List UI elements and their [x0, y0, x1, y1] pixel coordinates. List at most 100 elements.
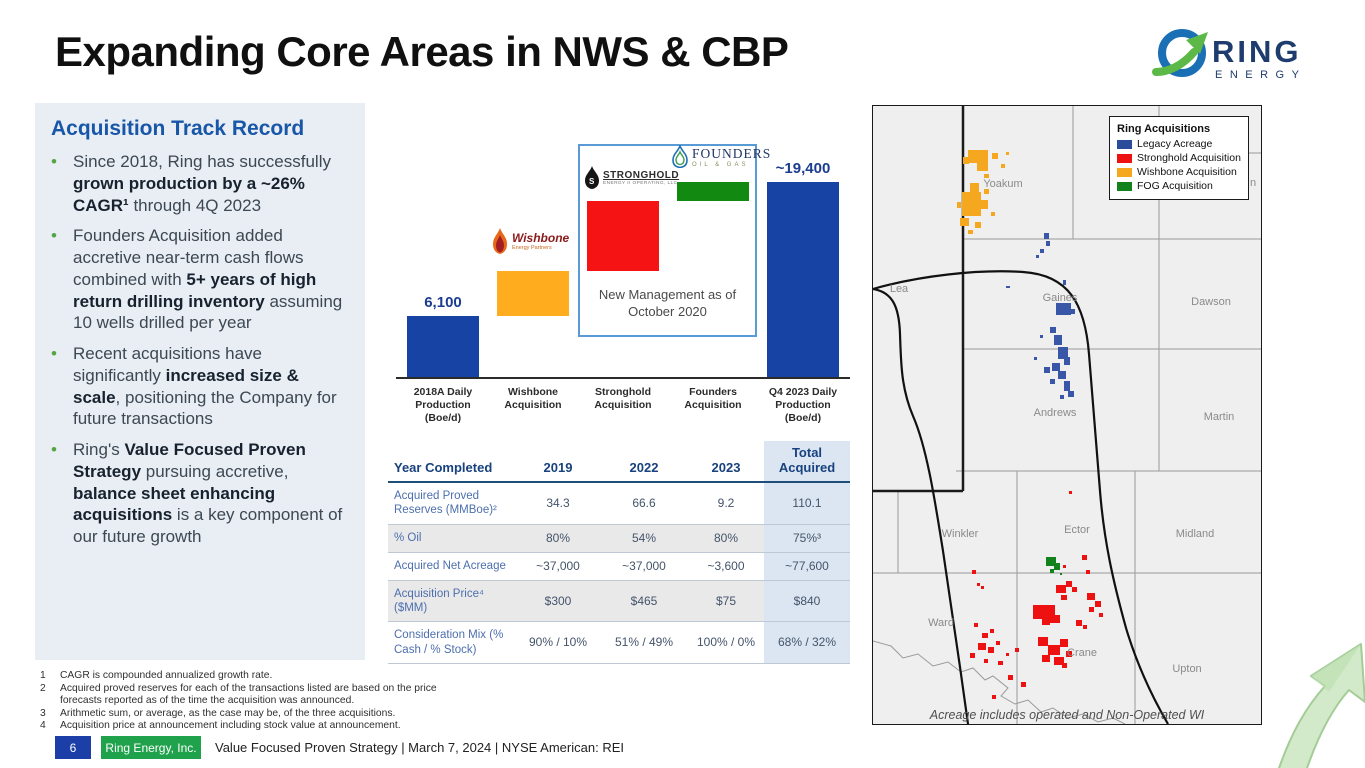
legend-item: Wishbone Acquisition: [1117, 166, 1241, 178]
footnote-text: Acquisition price at announcement includ…: [60, 720, 401, 732]
bullet-text: Recent acquisitions have significantly i…: [73, 344, 337, 429]
footnote-number: 1: [40, 670, 46, 681]
state-border: [873, 106, 965, 493]
table-header-cell: 2022: [600, 441, 688, 483]
chart-bar: [767, 182, 839, 377]
footnote: 3 Arithmetic sum, or average, as the case…: [40, 708, 450, 721]
founders-logo-sub: OIL & GAS: [692, 161, 749, 168]
table-cell: 110.1: [764, 481, 850, 525]
footer: 6 Ring Energy, Inc. Value Focused Proven…: [55, 736, 624, 759]
stronghold-logo-sub: ENERGY II OPERATING, LLC: [603, 180, 678, 186]
legend-title: Ring Acquisitions: [1117, 123, 1211, 135]
chart-x-axis: [396, 377, 850, 379]
bullet-item: • Ring's Value Focused Proven Strategy pu…: [51, 439, 349, 548]
legend-swatch: [1117, 181, 1132, 191]
chart-plot-area: [398, 182, 848, 377]
county-label: Upton: [1172, 663, 1202, 675]
footnote-number: 4: [40, 720, 46, 732]
legend-label: Wishbone Acquisition: [1137, 166, 1237, 178]
table-row-label: Acquisition Price⁴ ($MM): [388, 580, 516, 623]
new-management-text: New Management as of October 2020: [598, 287, 737, 320]
footnote: 4 Acquisition price at announcement inclu…: [40, 720, 450, 733]
county-label: n: [1249, 177, 1257, 189]
county-label: Ector: [1064, 524, 1090, 536]
page-title: Expanding Core Areas in NWS & CBP: [55, 28, 789, 75]
table-cell: ~37,000: [516, 552, 600, 581]
table-cell: 34.3: [516, 481, 600, 525]
map-legend: Ring Acquisitions Legacy Acreage Strongho…: [1109, 116, 1249, 200]
legend-label: Stronghold Acquisition: [1137, 152, 1241, 164]
stronghold-logo: S STRONGHOLD ENERGY II OPERATING, LLC: [585, 166, 679, 189]
table-row-label: Acquired Net Acreage: [388, 552, 516, 581]
table-cell: 9.2: [688, 481, 764, 525]
acreage-legacy: [1006, 233, 1075, 399]
footnote-number: 2: [40, 682, 46, 694]
bullet-dot: •: [51, 440, 57, 459]
legend-label: FOG Acquisition: [1137, 180, 1213, 192]
stronghold-logo-name: STRONGHOLD: [603, 169, 680, 181]
company-badge: Ring Energy, Inc.: [101, 736, 201, 759]
table-row-label: Acquired Proved Reserves (MMBoe)²: [388, 481, 516, 525]
bullet-text: Founders Acquisition added accretive nea…: [73, 226, 343, 333]
founders-droplet-icon: [672, 145, 688, 168]
production-growth-chart: New Management as of October 2020 2018A …: [388, 130, 858, 438]
county-label: Lea: [889, 283, 909, 295]
county-label: Ward: [928, 617, 954, 629]
legend-swatch: [1117, 139, 1132, 149]
table-cell: $465: [600, 580, 688, 623]
wishbone-logo-sub: Energy Partners: [512, 245, 552, 251]
table-cell: 54%: [600, 524, 688, 553]
chart-category-label: Founders Acquisition: [684, 386, 742, 412]
cbp-outline: [873, 270, 1169, 724]
wishbone-logo-name: Wishbone: [512, 231, 570, 245]
bullet-dot: •: [51, 226, 57, 246]
panel-heading: Acquisition Track Record: [51, 117, 305, 140]
table-header-cell: 2019: [516, 441, 600, 483]
table-cell: 80%: [688, 524, 764, 553]
legend-items: Legacy Acreage Stronghold Acquisition Wish…: [1117, 138, 1241, 192]
ring-logo-circle-arrow-icon: [1152, 29, 1208, 77]
acquisition-track-record-panel: Acquisition Track Record • Since 2018, Ri…: [35, 103, 365, 660]
table-header-cell: Total Acquired: [764, 441, 850, 483]
table-cell: 90% / 10%: [516, 621, 600, 665]
footnote: 2 Acquired proved reserves for each of th…: [40, 683, 450, 708]
table-row: % Oil 80% 54% 80% 75%³: [388, 524, 850, 553]
county-label: Crane: [1067, 647, 1097, 659]
county-label: Gaines: [1042, 292, 1078, 304]
legend-label: Legacy Acreage: [1137, 138, 1213, 150]
bullet-dot: •: [51, 152, 57, 171]
bullet-text: Ring's Value Focused Proven Strategy pur…: [73, 440, 343, 546]
acreage-wishbone: [957, 150, 1009, 234]
table-row-label: Consideration Mix (% Cash / % Stock): [388, 621, 516, 665]
footer-text: Value Focused Proven Strategy | March 7,…: [215, 740, 624, 755]
table-cell: $75: [688, 580, 764, 623]
table-cell: 80%: [516, 524, 600, 553]
footnotes: 1 CAGR is compounded annualized growth ra…: [40, 670, 450, 733]
legend-item: Stronghold Acquisition: [1117, 152, 1241, 164]
county-label: Yoakum: [983, 178, 1023, 190]
bullet-item: • Founders Acquisition added accretive ne…: [51, 225, 349, 334]
stronghold-droplet-icon: S: [585, 166, 599, 189]
ring-logo-subtext: ENERGY: [1215, 69, 1306, 81]
acreage-map: Yoakum Lea Gaines Dawson Andrews Martin Winkle…: [872, 105, 1262, 725]
footnote-number: 3: [40, 707, 46, 719]
bullet-list: • Since 2018, Ring has successfully grown…: [51, 151, 349, 548]
acquisitions-table: Year Completed 2019 2022 2023 Total Acquired…: [388, 441, 850, 665]
founders-logo-name: FOUNDERS: [692, 145, 772, 161]
acreage-stronghold: [970, 491, 1103, 699]
table-cell: $840: [764, 580, 850, 623]
map-graphic: [873, 106, 1261, 724]
county-label: Andrews: [1033, 407, 1077, 419]
table-header-cell: Year Completed: [388, 441, 516, 483]
table-row: Consideration Mix (% Cash / % Stock) 90% …: [388, 621, 850, 665]
county-label: Winkler: [941, 528, 979, 540]
founders-logo: FOUNDERS OIL & GAS: [672, 145, 771, 168]
footnote-text: Arithmetic sum, or average, as the case …: [60, 707, 396, 719]
chart-bar-value: 6,100: [424, 293, 462, 311]
county-label: Midland: [1175, 528, 1215, 540]
table-cell: 68% / 32%: [764, 621, 850, 665]
wishbone-logo: Wishbone Energy Partners: [493, 228, 569, 254]
legend-item: Legacy Acreage: [1117, 138, 1241, 150]
bullet-dot: •: [51, 344, 57, 363]
